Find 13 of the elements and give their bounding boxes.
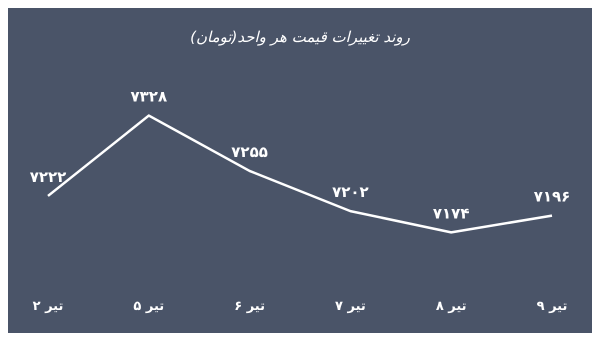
x-tick-label: ۶ تیر <box>234 299 265 314</box>
chart-title: روند تغییرات قیمت هر واحد(تومان) <box>189 27 411 48</box>
data-label: ۷۲۰۲ <box>332 183 369 202</box>
data-label: ۷۳۲۸ <box>130 88 168 106</box>
x-tick-label: ۸ تیر <box>436 299 467 314</box>
data-label: ۷۲۲۲ <box>30 168 66 186</box>
data-label: ۷۱۷۴ <box>432 204 470 222</box>
data-label: ۷۱۹۶ <box>534 188 570 206</box>
x-tick-label: ۵ تیر <box>133 299 164 314</box>
data-label: ۷۲۵۵ <box>231 142 268 161</box>
x-tick-label: ۲ تیر <box>32 299 64 314</box>
x-tick-label: ۷ تیر <box>335 299 366 314</box>
x-tick-label: ۹ تیر <box>536 299 568 314</box>
